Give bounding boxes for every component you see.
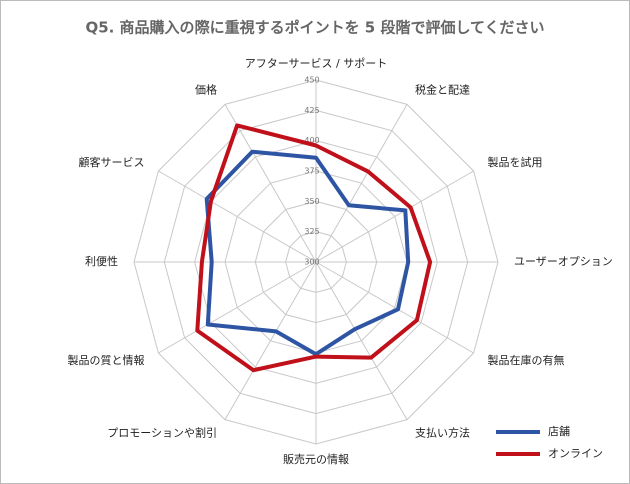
r-tick-label: 350 xyxy=(304,197,319,206)
category-label: 製品の質と情報 xyxy=(68,353,145,367)
spoke xyxy=(224,104,317,263)
spoke xyxy=(315,261,474,354)
r-tick-label: 450 xyxy=(304,76,319,85)
category-label: 税金と配達 xyxy=(415,83,470,97)
category-label: 販売元の情報 xyxy=(283,453,349,466)
category-label: アフターサービス / サポート xyxy=(245,57,387,70)
spoke xyxy=(224,261,317,420)
chart-title: Q5. 商品購入の際に重視するポイントを 5 段階で評価してください xyxy=(85,19,544,37)
category-label: 利便性 xyxy=(85,254,118,268)
spoke xyxy=(315,170,474,263)
category-label: 支払い方法 xyxy=(415,425,470,439)
spoke xyxy=(158,170,317,263)
series-line xyxy=(195,123,433,373)
r-tick-label: 375 xyxy=(304,167,319,176)
r-tick-label: 300 xyxy=(304,258,319,267)
legend-label: オンライン xyxy=(548,447,603,460)
r-tick-label: 400 xyxy=(304,136,319,145)
spoke xyxy=(315,261,408,420)
legend-label: 店舗 xyxy=(548,424,570,438)
category-label: プロモーションや割引 xyxy=(107,425,217,439)
spoke xyxy=(158,261,317,354)
r-tick-label: 425 xyxy=(304,106,319,115)
category-label: 顧客サービス xyxy=(79,155,145,169)
series-line xyxy=(204,149,411,357)
spoke xyxy=(315,104,408,263)
category-label: ユーザーオプション xyxy=(514,255,613,268)
category-label: 価格 xyxy=(195,83,217,97)
r-tick-label: 325 xyxy=(304,227,319,236)
category-label: 製品在庫の有無 xyxy=(487,353,564,367)
category-label: 製品を試用 xyxy=(487,155,542,169)
